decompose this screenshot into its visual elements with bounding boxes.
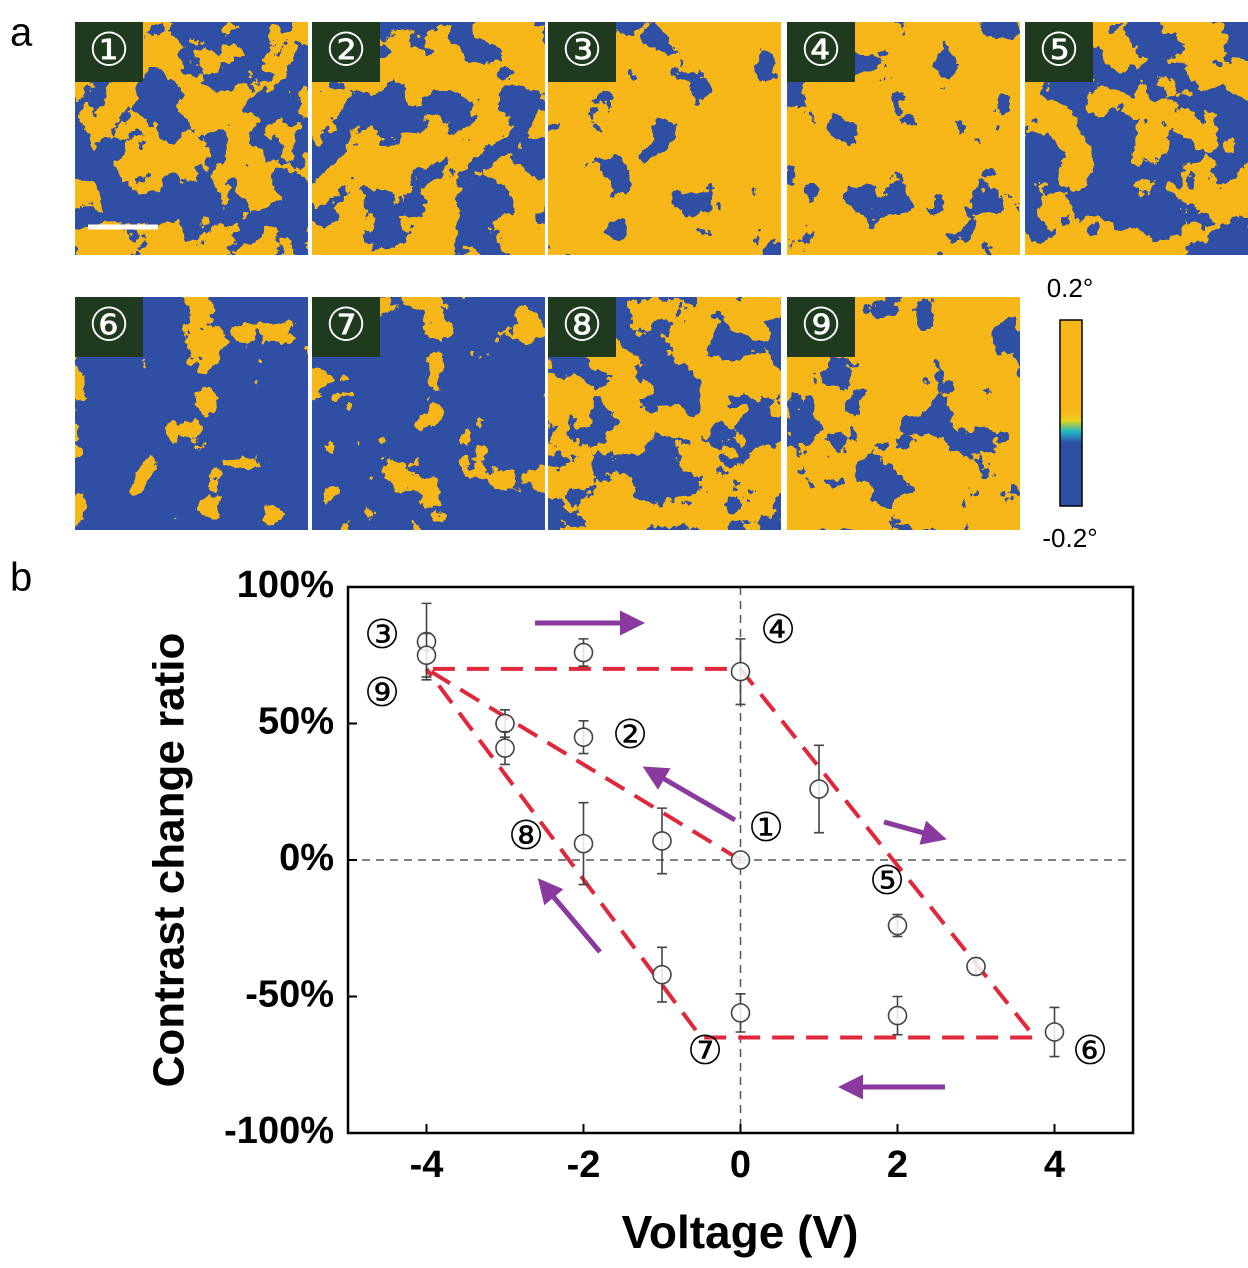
point-label: ⑤ — [869, 858, 905, 904]
y-tick-label: 50% — [258, 701, 334, 743]
guide-line — [419, 666, 1040, 1040]
arrow — [883, 819, 947, 845]
colorbar-min: -0.2° — [1042, 523, 1097, 553]
data-point — [652, 964, 672, 985]
data-point — [887, 1005, 908, 1026]
image-label-box — [75, 22, 143, 82]
y-tick-label: -100% — [224, 1110, 334, 1152]
colorbar-max: 0.2° — [1047, 273, 1094, 303]
data-point — [573, 833, 594, 854]
y-tick-label: 100% — [237, 564, 334, 606]
x-tick-label: 2 — [887, 1144, 908, 1186]
image-label-box — [787, 297, 855, 357]
image-label: ⑦ — [325, 298, 366, 352]
data-point — [573, 727, 594, 747]
image-label-box — [1025, 22, 1093, 82]
y-tick-label: -50% — [245, 974, 334, 1016]
data-point — [730, 850, 751, 870]
data-point — [573, 642, 594, 663]
image-label: ④ — [800, 23, 841, 77]
image-grid: ① ② ③ ④ ⑤ ⑥ ⑦ ⑧ ⑨ — [75, 22, 1248, 530]
image-label: ⑥ — [88, 298, 129, 352]
image-label-box — [548, 22, 616, 82]
point-label: ⑨ — [364, 670, 400, 716]
y-axis-label: Contrast change ratio — [145, 633, 194, 1088]
image-label-box — [548, 297, 616, 357]
image-label: ③ — [561, 23, 602, 77]
image-label: ① — [88, 23, 129, 77]
image-label-box — [312, 297, 380, 357]
data-point — [416, 645, 437, 666]
data-point — [1044, 1022, 1065, 1042]
image-label: ⑨ — [800, 298, 841, 352]
image-label: ⑧ — [561, 298, 602, 352]
x-tick-label: 0 — [730, 1144, 751, 1186]
point-label: ⑥ — [1072, 1028, 1108, 1074]
image-label: ⑤ — [1038, 23, 1079, 77]
image-label-box — [787, 22, 855, 82]
panel-label: a — [10, 11, 33, 55]
data-point — [966, 956, 986, 977]
data-point — [730, 661, 751, 682]
data-point — [652, 831, 672, 851]
x-axis-label: Voltage (V) — [622, 1206, 859, 1258]
arrow — [537, 878, 602, 954]
point-label: ② — [612, 712, 648, 758]
point-label: ① — [748, 805, 784, 851]
arrow — [642, 766, 737, 823]
image-label-box — [312, 22, 380, 82]
y-tick-label: 0% — [279, 837, 334, 879]
image-label-box — [75, 297, 143, 357]
plot-frame — [346, 585, 1135, 1135]
point-label: ③ — [364, 612, 400, 658]
point-label: ⑧ — [508, 813, 544, 859]
x-tick-label: -4 — [410, 1144, 444, 1186]
image-label: ② — [325, 23, 366, 77]
x-tick-label: -2 — [567, 1144, 601, 1186]
data-point — [809, 779, 829, 799]
panel-label: b — [10, 556, 32, 600]
arrows — [535, 610, 947, 1100]
data-point — [730, 1003, 751, 1023]
data-point — [887, 915, 908, 936]
x-tick-label: 4 — [1044, 1144, 1065, 1186]
point-label: ⑦ — [687, 1028, 723, 1074]
data-point — [495, 738, 515, 758]
plot: 100% 50% 0% -50% -100% -4 -2 0 2 4 ③ ⑨ ④ ② ① ⑧ ⑤ ⑦ ⑥ — [224, 564, 1135, 1186]
point-label: ④ — [760, 607, 796, 653]
data-point — [495, 713, 515, 734]
colorbar — [1059, 319, 1083, 507]
